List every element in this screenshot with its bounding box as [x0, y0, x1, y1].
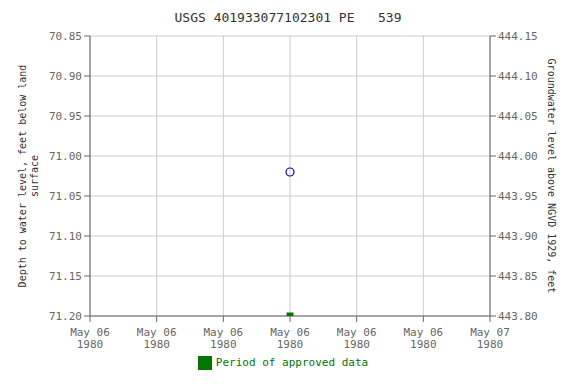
- svg-text:May 071980: May 071980: [470, 326, 510, 351]
- svg-text:Depth to water level, feet bel: Depth to water level, feet below landsur…: [17, 65, 40, 288]
- svg-text:444.10: 444.10: [498, 70, 538, 83]
- svg-text:71.00: 71.00: [49, 150, 82, 163]
- svg-text:70.90: 70.90: [49, 70, 82, 83]
- svg-text:443.90: 443.90: [498, 230, 538, 243]
- svg-text:May 061980: May 061980: [270, 326, 310, 351]
- html-text:USGS 401933077102301 PE 539: USGS 401933077102301 PE 539: [174, 10, 402, 25]
- svg-text:May 061980: May 061980: [403, 326, 443, 351]
- svg-text:443.95: 443.95: [498, 190, 538, 203]
- svg-text:70.95: 70.95: [49, 110, 82, 123]
- svg-text:May 061980: May 061980: [337, 326, 377, 351]
- svg-text:71.10: 71.10: [49, 230, 82, 243]
- svg-text:71.05: 71.05: [49, 190, 82, 203]
- svg-text:71.20: 71.20: [49, 310, 82, 323]
- svg-text:444.15: 444.15: [498, 30, 538, 43]
- svg-text:443.85: 443.85: [498, 270, 538, 283]
- svg-text:Groundwater level above NGVD 1: Groundwater level above NGVD 1929, feet: [546, 59, 557, 294]
- svg-text:71.15: 71.15: [49, 270, 82, 283]
- svg-text:May 061980: May 061980: [137, 326, 177, 351]
- svg-text:70.85: 70.85: [49, 30, 82, 43]
- svg-text:444.00: 444.00: [498, 150, 538, 163]
- svg-text:443.80: 443.80: [498, 310, 538, 323]
- svg-text:May 061980: May 061980: [203, 326, 243, 351]
- svg-text:444.05: 444.05: [498, 110, 538, 123]
- svg-text:May 061980: May 061980: [70, 326, 110, 351]
- html-text:Period of approved data: Period of approved data: [215, 356, 369, 369]
